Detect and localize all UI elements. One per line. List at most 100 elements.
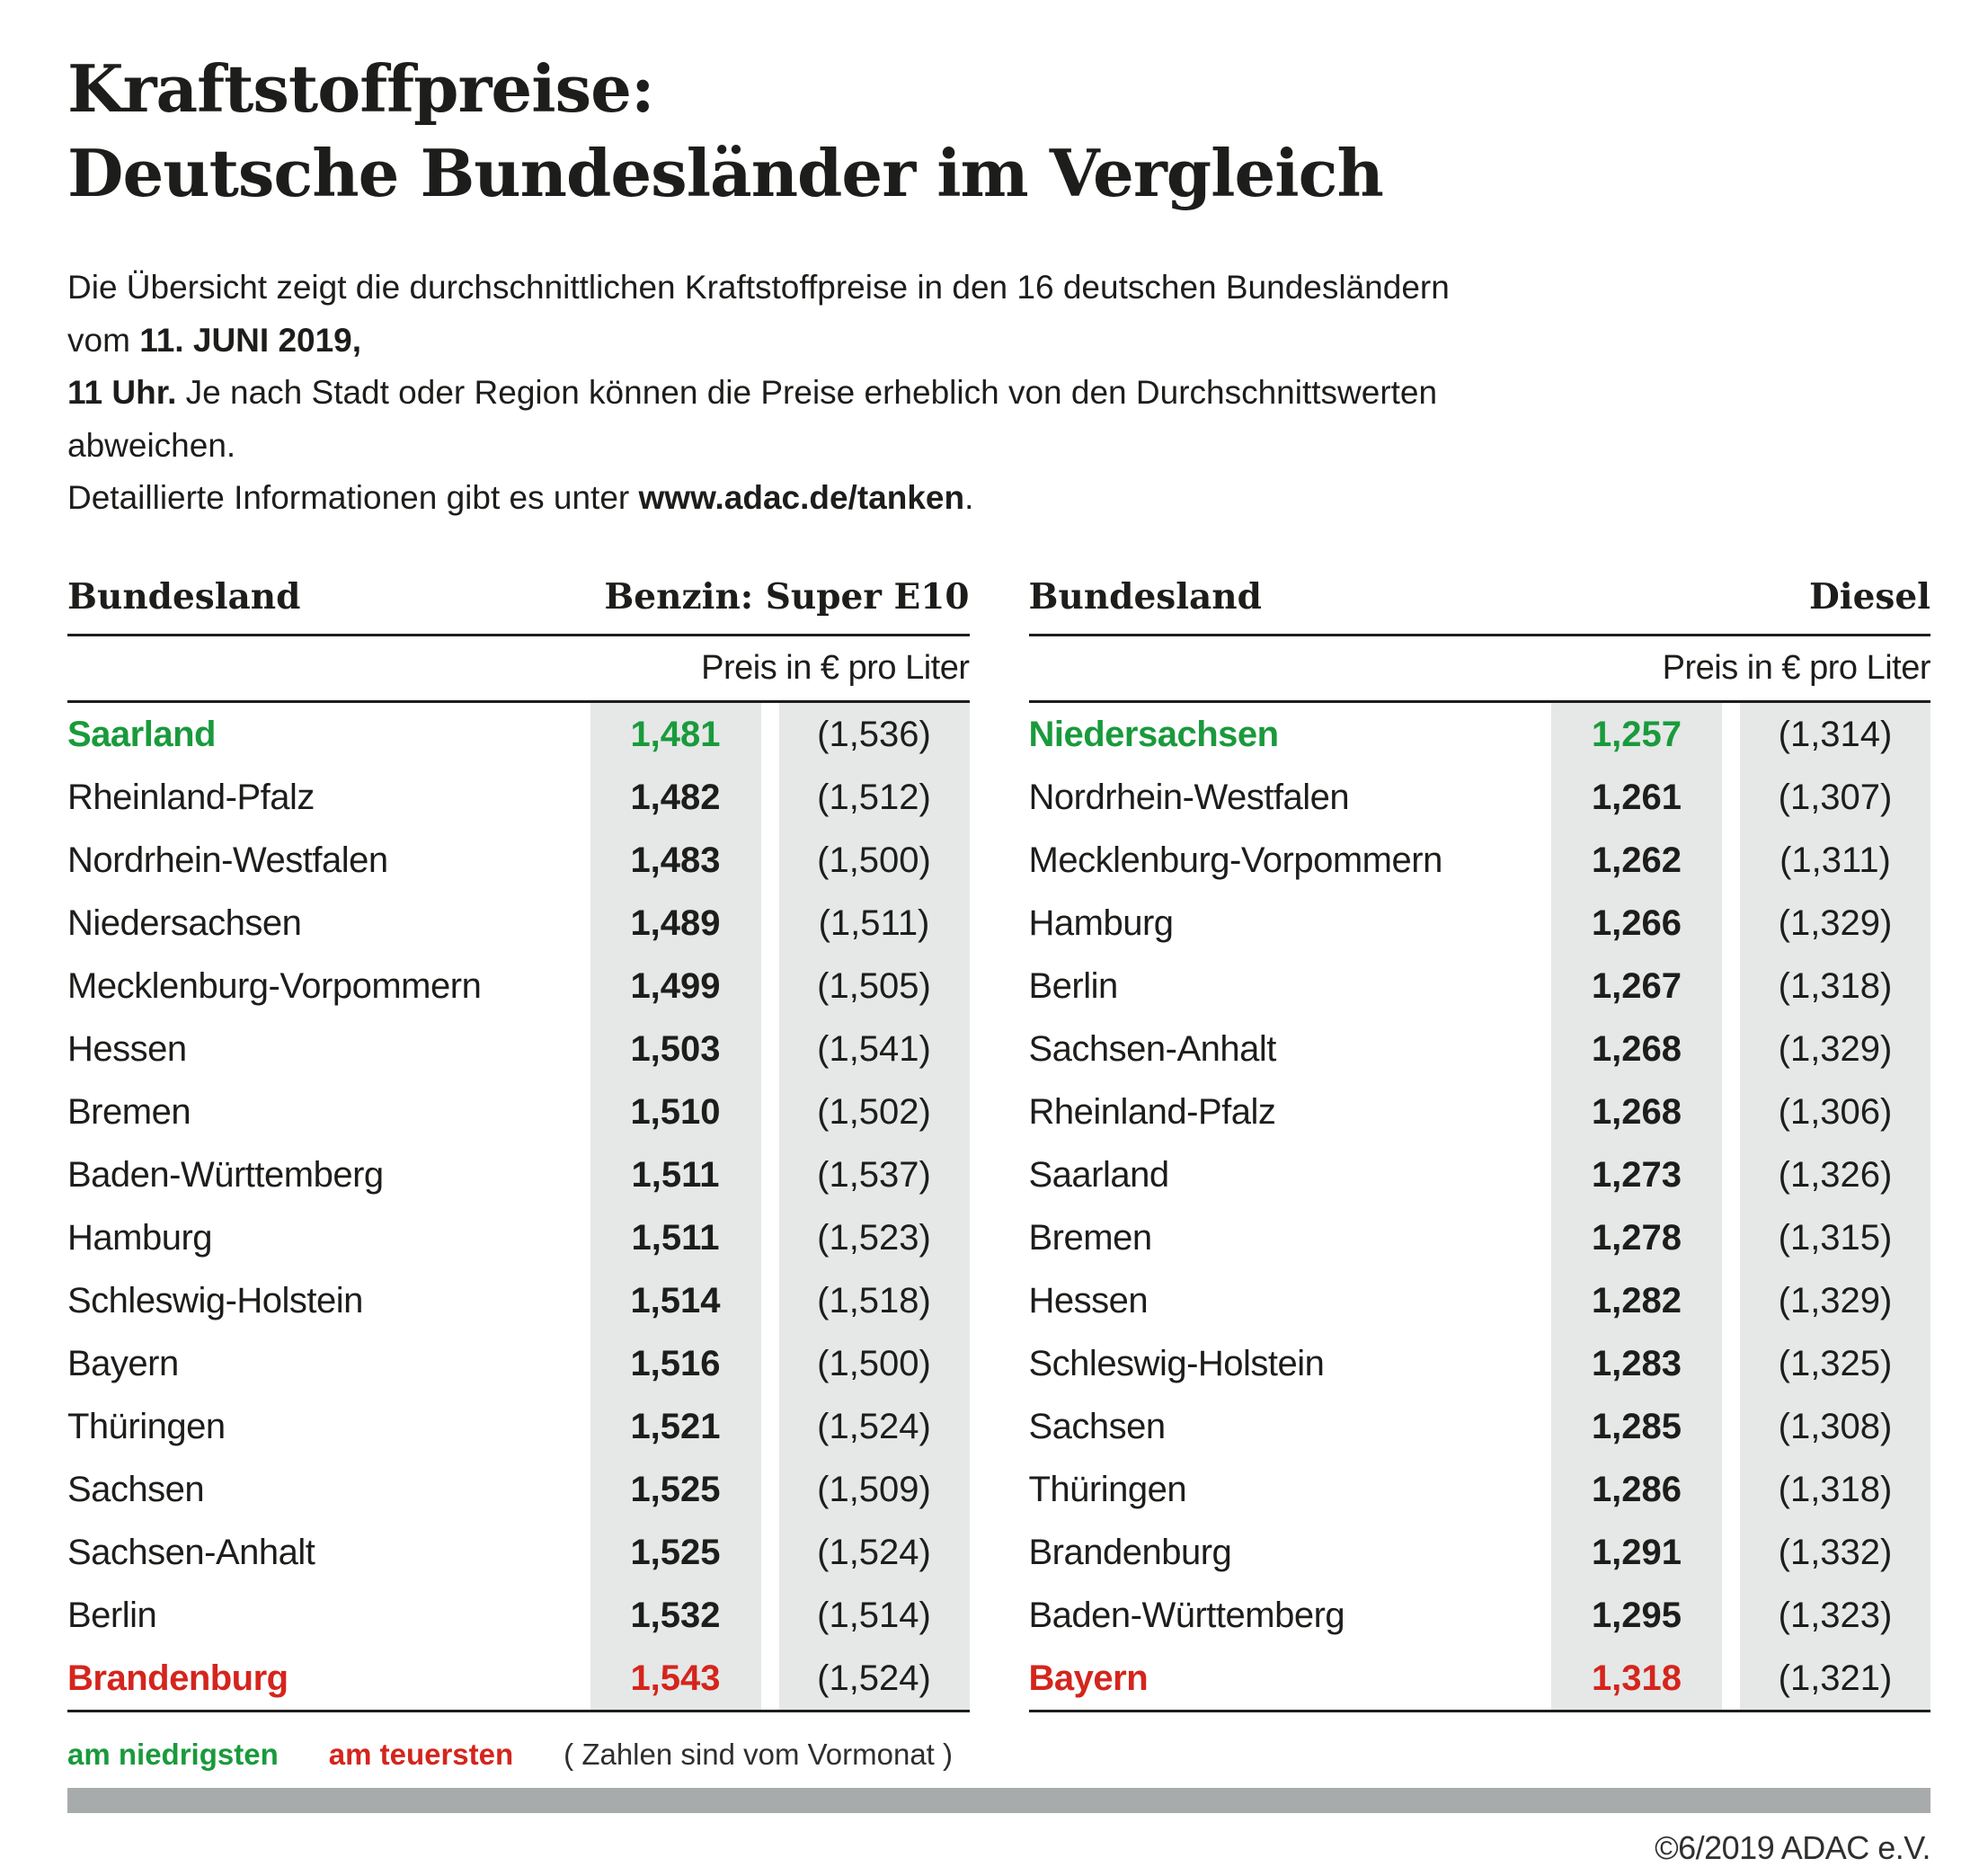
column-header-bundesland: Bundesland bbox=[67, 576, 301, 618]
previous-month-value: (1,314) bbox=[1740, 703, 1930, 767]
previous-month-value: (1,524) bbox=[778, 1521, 970, 1585]
column-header-bundesland: Bundesland bbox=[1028, 576, 1262, 618]
previous-month-value: (1,514) bbox=[778, 1584, 970, 1648]
bundesland-name: Saarland bbox=[1028, 1154, 1170, 1195]
previous-month-value: (1,505) bbox=[778, 955, 970, 1018]
previous-month-value: (1,306) bbox=[1740, 1080, 1930, 1144]
table-row: Bremen 1,278 (1,315) bbox=[1028, 1206, 1930, 1270]
bundesland-name: Schleswig-Holstein bbox=[1028, 1343, 1325, 1383]
table-row: Brandenburg 1,291 (1,332) bbox=[1028, 1521, 1930, 1585]
price-value: 1,262 bbox=[1551, 829, 1722, 893]
legend-lowest-label: am niedrigsten bbox=[67, 1738, 279, 1772]
tables-row: Bundesland Benzin: Super E10 Preis in € … bbox=[67, 576, 1931, 1713]
table-row: Bayern 1,516 (1,500) bbox=[67, 1332, 970, 1396]
previous-month-value: (1,323) bbox=[1740, 1584, 1930, 1648]
previous-month-value: (1,318) bbox=[1740, 1458, 1930, 1522]
column-gap bbox=[1722, 829, 1740, 893]
price-value: 1,489 bbox=[590, 892, 761, 956]
column-gap bbox=[760, 1080, 779, 1144]
previous-month-value: (1,541) bbox=[778, 1018, 970, 1081]
table-row: Sachsen-Anhalt 1,525 (1,524) bbox=[67, 1521, 970, 1585]
bundesland-name: Hamburg bbox=[67, 1217, 213, 1258]
column-header-fuel-benzin: Benzin: Super E10 bbox=[604, 576, 970, 618]
column-gap bbox=[1722, 1332, 1740, 1396]
previous-month-value: (1,523) bbox=[778, 1206, 970, 1270]
bundesland-name: Sachsen-Anhalt bbox=[1028, 1028, 1277, 1069]
column-gap bbox=[1722, 1206, 1740, 1270]
previous-month-value: (1,315) bbox=[1740, 1206, 1930, 1270]
previous-month-value: (1,524) bbox=[778, 1395, 970, 1459]
previous-month-value: (1,332) bbox=[1740, 1521, 1930, 1585]
price-value: 1,511 bbox=[590, 1143, 761, 1207]
column-gap bbox=[1722, 892, 1740, 956]
table-row: Bayern 1,318 (1,321) bbox=[1029, 1647, 1930, 1711]
table-row: Baden-Württemberg 1,511 (1,537) bbox=[67, 1143, 970, 1207]
bundesland-name: Bayern bbox=[67, 1343, 179, 1383]
previous-month-value: (1,512) bbox=[778, 766, 970, 830]
column-gap bbox=[760, 955, 779, 1018]
price-value: 1,273 bbox=[1551, 1143, 1722, 1207]
bundesland-name: Hessen bbox=[67, 1028, 187, 1069]
price-value: 1,511 bbox=[590, 1206, 761, 1270]
previous-month-value: (1,500) bbox=[778, 1332, 970, 1396]
bundesland-name: Niedersachsen bbox=[67, 902, 302, 943]
bundesland-name: Hessen bbox=[1028, 1280, 1149, 1320]
bundesland-name: Rheinland-Pfalz bbox=[67, 777, 315, 817]
price-value: 1,261 bbox=[1551, 766, 1722, 830]
table-row: Berlin 1,532 (1,514) bbox=[67, 1584, 970, 1648]
previous-month-value: (1,502) bbox=[778, 1080, 970, 1144]
column-gap bbox=[760, 829, 779, 893]
price-value: 1,257 bbox=[1551, 703, 1722, 767]
column-gap bbox=[760, 1143, 779, 1207]
previous-month-value: (1,318) bbox=[1740, 955, 1930, 1018]
previous-month-value: (1,509) bbox=[778, 1458, 970, 1522]
price-value: 1,525 bbox=[590, 1458, 761, 1522]
bundesland-name: Berlin bbox=[1028, 965, 1119, 1006]
column-gap bbox=[760, 892, 779, 956]
table-row: Schleswig-Holstein 1,283 (1,325) bbox=[1028, 1332, 1930, 1396]
column-gap bbox=[760, 1269, 779, 1333]
column-header-fuel-diesel: Diesel bbox=[1808, 576, 1930, 618]
table-row: Sachsen 1,285 (1,308) bbox=[1029, 1395, 1930, 1459]
previous-month-value: (1,329) bbox=[1740, 1018, 1930, 1081]
price-value: 1,514 bbox=[590, 1269, 761, 1333]
table-row: Saarland 1,481 (1,536) bbox=[67, 703, 970, 767]
unit-label: Preis in € pro Liter bbox=[1662, 649, 1931, 688]
bundesland-name: Thüringen bbox=[1028, 1469, 1187, 1509]
column-gap bbox=[760, 1521, 779, 1585]
table-row: Sachsen 1,525 (1,509) bbox=[67, 1458, 970, 1522]
column-gap bbox=[1722, 1080, 1740, 1144]
table-row: Thüringen 1,286 (1,318) bbox=[1028, 1458, 1930, 1522]
price-value: 1,318 bbox=[1551, 1647, 1722, 1711]
legend-highest-label: am teuersten bbox=[328, 1738, 514, 1772]
price-value: 1,503 bbox=[590, 1018, 761, 1081]
bundesland-name: Brandenburg bbox=[67, 1658, 288, 1698]
price-value: 1,295 bbox=[1551, 1584, 1722, 1648]
column-gap bbox=[760, 1584, 779, 1648]
bundesland-name: Brandenburg bbox=[1028, 1532, 1232, 1572]
table-row: Hamburg 1,266 (1,329) bbox=[1029, 892, 1930, 956]
table-row: Rheinland-Pfalz 1,482 (1,512) bbox=[67, 766, 970, 830]
table-row: Niedersachsen 1,257 (1,314) bbox=[1029, 703, 1930, 767]
column-gap bbox=[760, 703, 779, 767]
column-gap bbox=[760, 1206, 779, 1270]
table-header: Bundesland Benzin: Super E10 bbox=[67, 576, 970, 637]
price-value: 1,266 bbox=[1551, 892, 1722, 956]
bundesland-name: Bremen bbox=[1028, 1217, 1153, 1258]
table-row: Saarland 1,273 (1,326) bbox=[1028, 1143, 1930, 1207]
table-row: Hamburg 1,511 (1,523) bbox=[67, 1206, 970, 1270]
bundesland-name: Sachsen bbox=[67, 1469, 205, 1509]
column-gap bbox=[1722, 1458, 1740, 1522]
column-gap bbox=[1722, 1143, 1740, 1207]
previous-month-value: (1,500) bbox=[778, 829, 970, 893]
bundesland-name: Nordrhein-Westfalen bbox=[67, 840, 388, 880]
column-gap bbox=[760, 766, 779, 830]
bundesland-name: Nordrhein-Westfalen bbox=[1028, 777, 1350, 817]
table-body: Saarland 1,481 (1,536) Rheinland-Pfalz 1,482… bbox=[67, 703, 970, 1713]
unit-label: Preis in € pro Liter bbox=[701, 649, 970, 688]
column-gap bbox=[760, 1018, 779, 1081]
bundesland-name: Bremen bbox=[67, 1091, 191, 1132]
bundesland-name: Thüringen bbox=[67, 1406, 226, 1446]
intro-line: Detaillierte Informationen gibt es unter… bbox=[67, 479, 974, 516]
